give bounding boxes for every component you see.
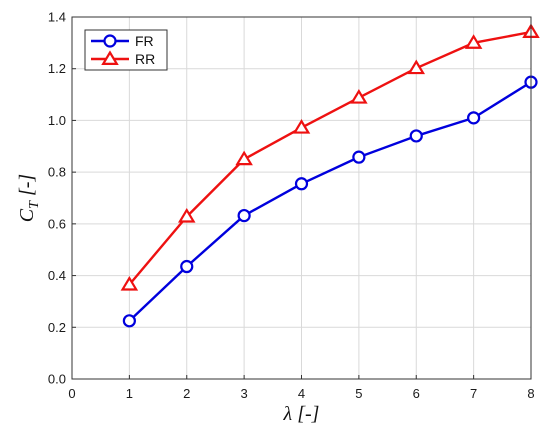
data-point bbox=[464, 34, 483, 49]
data-point bbox=[237, 208, 251, 223]
x-axis: 0 1 2 3 4 5 6 7 8 bbox=[68, 375, 535, 401]
y-axis-title-sub: T bbox=[27, 200, 42, 209]
data-point bbox=[292, 119, 311, 134]
data-point bbox=[177, 207, 196, 223]
data-point bbox=[120, 275, 139, 291]
svg-text:CT [-]: CT [-] bbox=[16, 174, 42, 222]
x-tick-label: 4 bbox=[298, 386, 305, 401]
y-axis-title: CT [-] bbox=[16, 174, 42, 222]
x-tick-label: 1 bbox=[126, 386, 133, 401]
x-tick-label: 5 bbox=[355, 386, 362, 401]
y-tick-label: 1.2 bbox=[48, 61, 66, 76]
series-layer bbox=[120, 23, 540, 328]
y-tick-label: 1.0 bbox=[48, 113, 66, 128]
x-tick-label: 6 bbox=[413, 386, 420, 401]
y-axis-title-main: C bbox=[16, 208, 38, 222]
data-point bbox=[352, 150, 366, 164]
legend-label: FR bbox=[135, 33, 154, 49]
x-tick-label: 7 bbox=[470, 386, 477, 401]
x-tick-label: 0 bbox=[68, 386, 75, 401]
legend-entry-fr: FR bbox=[91, 33, 154, 49]
x-tick-label: 3 bbox=[241, 386, 248, 401]
data-point bbox=[409, 129, 423, 143]
data-point bbox=[350, 89, 368, 104]
x-tick-label: 8 bbox=[527, 386, 534, 401]
y-tick-label: 0.4 bbox=[48, 268, 66, 283]
legend-entry-rr: RR bbox=[91, 50, 155, 67]
series-line bbox=[128, 81, 532, 322]
data-point bbox=[122, 314, 136, 328]
legend: FR RR bbox=[84, 29, 168, 71]
y-axis: 0.0 0.2 0.4 0.6 0.8 1.0 1.2 1.4 bbox=[48, 10, 76, 387]
x-axis-title: λ [-] bbox=[283, 403, 320, 425]
y-tick-label: 1.4 bbox=[48, 10, 66, 25]
series-rr bbox=[120, 23, 540, 291]
y-tick-label: 0.8 bbox=[48, 165, 66, 180]
legend-box bbox=[84, 29, 168, 71]
data-point bbox=[235, 150, 253, 166]
y-tick-label: 0.0 bbox=[48, 372, 66, 387]
x-tick-label: 2 bbox=[183, 386, 190, 401]
data-point bbox=[467, 111, 481, 125]
data-point bbox=[101, 50, 119, 65]
data-point bbox=[103, 34, 117, 48]
data-point bbox=[180, 259, 194, 274]
data-point bbox=[294, 177, 309, 191]
y-tick-label: 0.2 bbox=[48, 320, 66, 335]
series-line bbox=[128, 30, 532, 286]
data-point bbox=[407, 59, 426, 75]
grid bbox=[71, 16, 532, 380]
y-axis-title-suffix: [-] bbox=[16, 174, 38, 201]
legend-label: RR bbox=[135, 51, 155, 67]
y-tick-label: 0.6 bbox=[48, 216, 66, 231]
series-fr bbox=[122, 75, 538, 328]
